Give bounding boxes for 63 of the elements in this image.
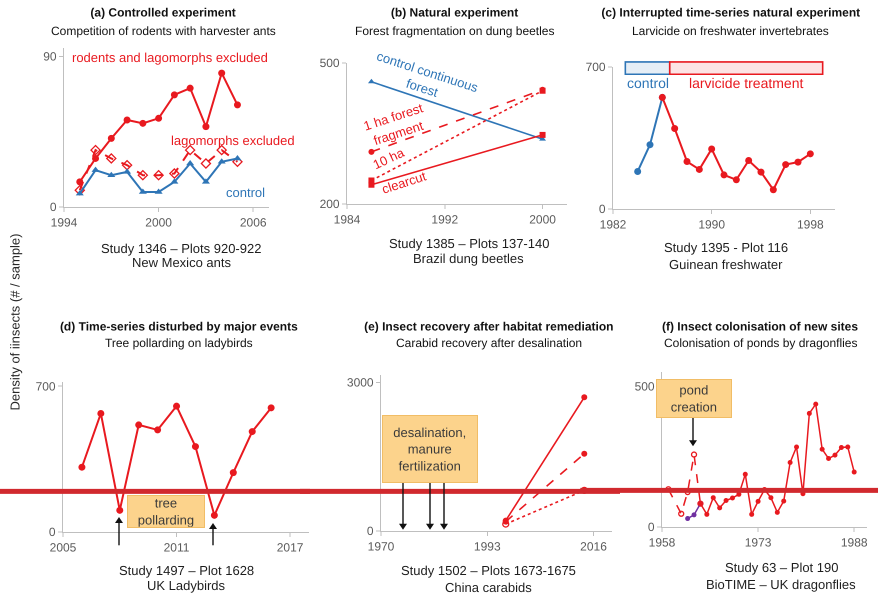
series-label: control	[226, 185, 266, 200]
x-tick-label: 1990	[698, 217, 726, 232]
chart-subtitle: Competition of rodents with harvester ants	[51, 24, 276, 38]
y-tick-label: 0	[648, 520, 655, 534]
x-tick-label: 2000	[529, 212, 556, 226]
text: rodents and lagomorphs excluded	[72, 50, 268, 65]
chart-subtitle: Tree pollarding on ladybirds	[105, 336, 253, 350]
x-tick-label: 2017	[276, 540, 304, 554]
x-tick-label: 1993	[474, 539, 501, 554]
x-tick-label: 1970	[368, 539, 395, 554]
x-tick-label: 1992	[431, 212, 458, 226]
x-tick-label: 1988	[840, 535, 868, 550]
x-tick-label: 1994	[50, 215, 78, 230]
text: Brazil dung beetles	[413, 251, 524, 266]
x-tick-label: 1998	[796, 217, 824, 232]
text: Study 1395 - Plot 116	[664, 240, 788, 255]
x-tick-label: 2006	[240, 215, 267, 230]
chart-title: (a) Controlled experiment	[90, 6, 236, 20]
chart-subtitle: Colonisation of ponds by dragonflies	[664, 336, 858, 350]
y-tick-label: 700	[586, 60, 606, 74]
x-tick-label: 1984	[334, 212, 361, 226]
text: Study 1497 – Plot 1628	[119, 563, 254, 578]
chart-title: (b) Natural experiment	[390, 6, 518, 20]
x-tick-label: 2000	[145, 215, 172, 230]
y-tick-label: 90	[43, 50, 57, 64]
y-tick-label: 0	[50, 200, 57, 214]
text: UK Ladybirds	[147, 578, 226, 593]
text: Study 1346 – Plots 920-922	[101, 241, 262, 256]
annotation: tree pollarding	[138, 495, 194, 528]
x-tick-label: 1982	[600, 217, 627, 232]
x-tick-label: 2016	[580, 539, 608, 554]
y-tick-label: 0	[598, 202, 606, 216]
x-tick-label: 2011	[164, 540, 190, 554]
text: China carabids	[445, 580, 532, 595]
y-tick-label: 700	[36, 379, 56, 394]
chart-subtitle: Carabid recovery after desalination	[396, 336, 582, 350]
y-axis-title: Density of iinsects (# / sample)	[8, 233, 22, 411]
chart-title: (d) Time-series disturbed by major events	[60, 319, 298, 334]
text: Guinean freshwater	[669, 257, 784, 272]
y-tick-label: 3000	[346, 376, 374, 390]
chart-title: (f) Insect colonisation of new sites	[662, 319, 858, 334]
y-tick-label: 0	[48, 525, 56, 540]
x-tick-label: 2005	[50, 540, 77, 554]
band-label: larvicide treatment	[689, 75, 804, 91]
y-tick-label: 500	[320, 56, 340, 70]
text: Study 1502 – Plots 1673-1675	[401, 563, 576, 578]
y-tick-label: 200	[320, 197, 340, 212]
chart-subtitle: Larvicide on freshwater invertebrates	[632, 24, 829, 38]
text: Study 63 – Plot 190	[725, 560, 838, 575]
chart-title: (c) Interrupted time-series natural experiment	[601, 6, 860, 20]
band-label: control	[627, 75, 670, 91]
y-tick-label: 0	[366, 524, 374, 538]
chart-title: (e) Insect recovery after habitat remediation	[364, 319, 614, 334]
y-tick-label: 500	[634, 379, 655, 394]
series-label: lagomorphs excluded	[171, 133, 295, 148]
text: New Mexico ants	[132, 255, 232, 270]
x-tick-label: 1973	[744, 535, 772, 550]
x-tick-label: 1958	[648, 535, 676, 550]
annotation: desalination, manure fertilization	[393, 424, 466, 474]
chart-subtitle: Forest fragmentation on dung beetles	[355, 24, 554, 38]
text: BioTIME – UK dragonflies	[706, 577, 856, 592]
text: Study 1385 – Plots 137-140	[389, 236, 550, 251]
annotation: pond creation	[670, 382, 717, 415]
